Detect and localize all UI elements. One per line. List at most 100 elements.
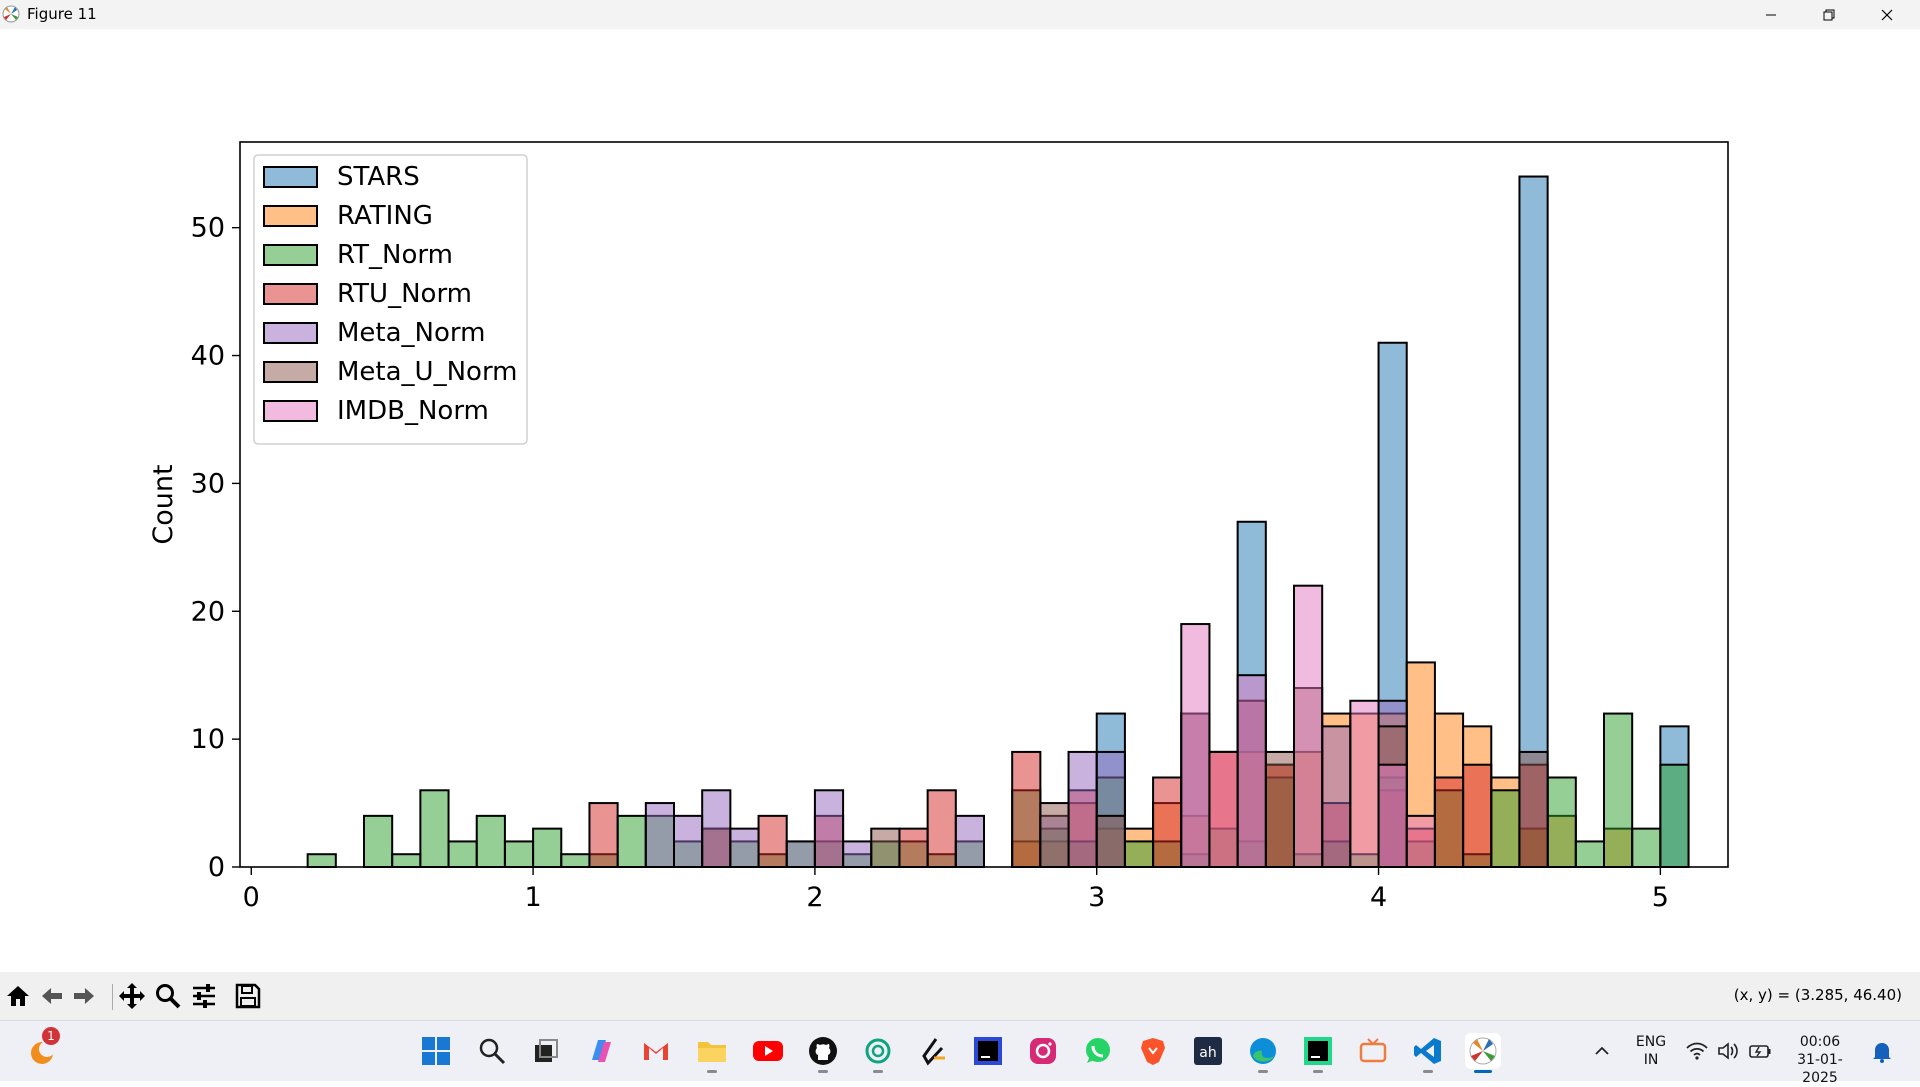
taskbar-github[interactable] [805, 1033, 841, 1073]
clock[interactable]: 00:06 31-01-2025 [1780, 1033, 1860, 1087]
matplotlib-icon [1469, 1037, 1497, 1065]
clock-time: 00:06 [1799, 1034, 1841, 1050]
back-button[interactable] [38, 982, 66, 1010]
clock-date: 31-01-2025 [1797, 1052, 1843, 1086]
legend-label: RT_Norm [337, 240, 453, 270]
notification-badge: 1 [42, 1027, 60, 1045]
hist-bar-meta-norm [644, 802, 675, 868]
search-button[interactable] [474, 1033, 510, 1069]
taskbar-pycharm[interactable] [1300, 1033, 1336, 1073]
hist-bar-imdb-norm [1377, 763, 1408, 868]
notifications-button[interactable] [1872, 1041, 1892, 1067]
taskbar-intellij[interactable] [970, 1033, 1006, 1069]
legend-label: Meta_U_Norm [337, 357, 518, 387]
taskbar-instagram[interactable] [1025, 1033, 1061, 1069]
move-icon [119, 983, 145, 1009]
youtube-icon [753, 1041, 783, 1061]
wifi-icon [1686, 1042, 1708, 1060]
running-indicator [873, 1070, 883, 1073]
minimize-icon [1766, 14, 1776, 15]
restore-button[interactable] [1800, 0, 1858, 29]
hist-bar-imdb-norm [1180, 623, 1211, 869]
histogram-chart: 0 1 2 3 4 5 0 10 20 30 40 50 Count STARS RATING RT_N… [148, 141, 1729, 913]
taskbar-matplotlib[interactable] [1465, 1033, 1501, 1073]
hist-bar-rtu-norm [757, 814, 788, 869]
forward-button[interactable] [70, 982, 98, 1010]
folder-icon [698, 1042, 726, 1062]
close-icon [1881, 9, 1893, 20]
taskbar-vscode[interactable] [1410, 1033, 1446, 1073]
hist-bar-meta-norm [842, 840, 873, 869]
legend-box [253, 154, 528, 445]
save-button[interactable] [234, 982, 262, 1010]
running-indicator [707, 1070, 717, 1073]
taskbar-chatgpt[interactable] [860, 1033, 896, 1073]
hist-bar-rt-norm [1631, 827, 1662, 868]
taskbar-inkscape[interactable] [915, 1033, 951, 1069]
home-button[interactable] [4, 982, 32, 1010]
pan-button[interactable] [118, 982, 146, 1010]
y-tick-label: 40 [191, 341, 225, 372]
hist-bar-meta-norm [813, 789, 845, 868]
volume-icon [1718, 1042, 1738, 1060]
running-indicator [818, 1070, 828, 1073]
hist-bar-rt-norm [363, 814, 394, 869]
svg-text:ah: ah [1199, 1045, 1216, 1061]
taskbar-tv-app[interactable] [1355, 1033, 1391, 1069]
taskbar-edge[interactable] [1245, 1033, 1281, 1073]
hist-bar-rtu-norm [1433, 776, 1465, 869]
hist-bar-meta-norm [701, 789, 732, 868]
hist-bar-meta-u-norm [1518, 750, 1549, 869]
task-view-icon [535, 1039, 558, 1062]
taskbar-dh-app[interactable]: ah [1190, 1033, 1226, 1069]
configure-subplots-button[interactable] [190, 982, 218, 1010]
hist-bar-meta-u-norm [1095, 814, 1126, 869]
legend-swatch [263, 361, 318, 383]
search-icon [479, 1038, 506, 1065]
hist-bar-meta-norm [1321, 725, 1352, 868]
running-indicator [1258, 1070, 1268, 1073]
taskbar-youtube[interactable] [750, 1033, 786, 1069]
pycharm-icon [1304, 1037, 1332, 1065]
start-button[interactable] [418, 1033, 454, 1069]
taskbar-brave[interactable] [1135, 1033, 1171, 1069]
y-axis-label: Count [148, 464, 179, 544]
chatgpt-icon [865, 1038, 891, 1064]
legend-label: RTU_Norm [337, 279, 472, 309]
system-tray-status[interactable] [1686, 1041, 1772, 1065]
taskbar-file-explorer[interactable] [694, 1033, 730, 1073]
x-tick-label: 3 [1088, 882, 1105, 913]
task-view-button[interactable] [528, 1033, 564, 1069]
region-code: IN [1643, 1052, 1659, 1068]
github-icon [809, 1037, 837, 1065]
language-indicator[interactable]: ENG IN [1628, 1033, 1674, 1069]
zoom-button[interactable] [154, 982, 182, 1010]
taskbar-gmail[interactable] [638, 1033, 674, 1069]
taskbar-whatsapp[interactable] [1080, 1033, 1116, 1069]
hist-bar-rtu-norm [1152, 776, 1183, 869]
taskbar-widgets[interactable]: 1 [24, 1027, 60, 1069]
figure-canvas[interactable]: 0 1 2 3 4 5 0 10 20 30 40 50 Count STARS RATING RT_N… [0, 29, 1920, 972]
hist-bar-meta-u-norm [870, 827, 901, 868]
hist-bar-meta-norm [729, 827, 760, 868]
hist-bar-imdb-norm [1208, 750, 1239, 869]
vscode-icon [1414, 1038, 1441, 1064]
edge-icon [1250, 1038, 1276, 1064]
x-tick-label: 0 [243, 882, 260, 913]
y-tick-label: 20 [191, 596, 225, 627]
hist-bar-rtu-norm [1011, 750, 1042, 869]
hist-bar-rtu-norm [1462, 763, 1493, 868]
taskbar-copilot[interactable] [583, 1033, 619, 1069]
hist-bar-rtu-norm [926, 789, 957, 868]
hist-bar-rt-norm [1546, 776, 1577, 869]
hist-bar-meta-u-norm [1264, 750, 1296, 869]
show-hidden-icons-button[interactable] [1584, 1033, 1620, 1069]
x-tick-label: 1 [524, 882, 541, 913]
running-indicator [1474, 1070, 1492, 1073]
close-button[interactable] [1858, 0, 1916, 29]
legend-swatch [263, 205, 318, 227]
minimize-button[interactable] [1742, 0, 1800, 29]
arrow-right-icon [74, 988, 94, 1004]
hist-bar-rt-norm [503, 840, 535, 869]
floppy-disk-icon [235, 983, 261, 1009]
